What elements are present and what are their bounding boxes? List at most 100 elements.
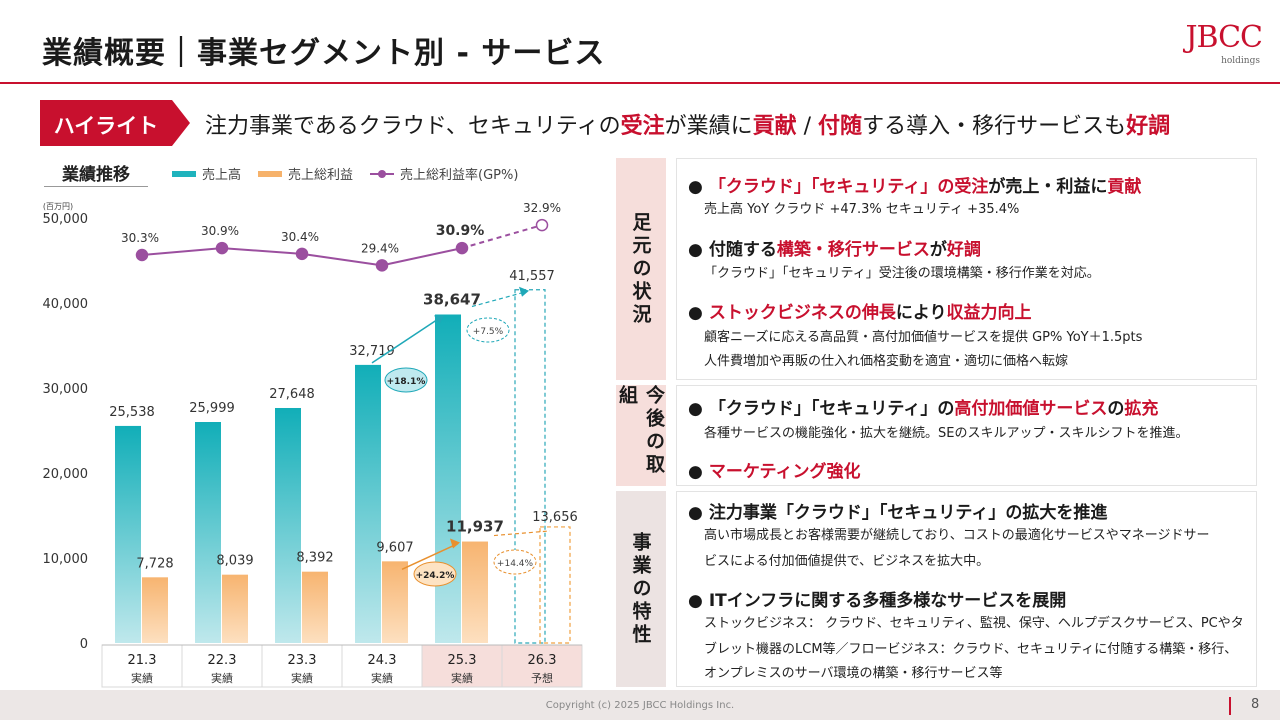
gp-rate-point bbox=[455, 241, 469, 255]
gross-forecast-badge bbox=[493, 549, 537, 575]
gross-bar bbox=[142, 577, 168, 643]
page-number: 8 bbox=[1251, 697, 1260, 712]
category-label: 23.3 bbox=[288, 653, 317, 668]
footer-bar bbox=[0, 690, 1280, 720]
title-divider bbox=[0, 82, 1280, 84]
sales-forecast-badge bbox=[466, 317, 510, 343]
sales-forecast-label: +7.5% bbox=[473, 327, 504, 337]
gross-value-label: 8,392 bbox=[296, 551, 333, 566]
highlight-message-part: する導入・移行サービスも bbox=[862, 114, 1127, 139]
category-label: 22.3 bbox=[208, 653, 237, 668]
y-tick-label: 20,000 bbox=[43, 467, 89, 482]
category-sublabel: 実績 bbox=[131, 671, 153, 685]
gross-growth-label: +24.2% bbox=[416, 571, 455, 581]
bullet-heading-future-part: 「クラウド」「セキュリティ」の bbox=[708, 399, 955, 419]
bullet-heading-future-part: の bbox=[1107, 399, 1125, 419]
sales-growth-badge bbox=[384, 367, 428, 393]
category-sublabel: 予想 bbox=[531, 671, 553, 685]
sales-value-label: 27,648 bbox=[269, 387, 315, 402]
logo-wordmark: JBCC bbox=[1185, 20, 1263, 55]
panel-label-future: 今後の取組 bbox=[616, 385, 666, 486]
legend-gross-swatch bbox=[258, 170, 282, 177]
highlight-message-part: / bbox=[796, 114, 819, 139]
bullet-text-current: 人件費増加や再販の仕入れ価格変動を適宜・適切に価格へ転嫁 bbox=[704, 354, 1069, 369]
chart-title: 業績推移 bbox=[62, 165, 130, 185]
gross-bar-forecast bbox=[539, 526, 571, 644]
gross-bar bbox=[222, 574, 248, 643]
legend-sales-label: 売上高 bbox=[202, 168, 242, 183]
company-logo: JBCC holdings bbox=[1180, 14, 1263, 72]
gp-rate-point bbox=[295, 247, 309, 261]
y-tick-label: 40,000 bbox=[43, 297, 89, 312]
gross-value-label: 9,607 bbox=[376, 540, 413, 555]
bullet-text-current: 売上高 YoY クラウド +47.3% セキュリティ +35.4% bbox=[704, 202, 1020, 217]
highlight-message-part: 貢献 bbox=[752, 114, 797, 139]
sales-bar bbox=[275, 407, 301, 643]
gp-rate-label: 30.4% bbox=[281, 230, 319, 244]
bullet-heading-future-part: マーケティング強化 bbox=[708, 462, 861, 482]
gp-rate-line bbox=[141, 247, 223, 256]
y-axis-unit: (百万円) bbox=[43, 202, 73, 211]
gross-growth-arrowhead bbox=[450, 538, 460, 549]
chart-title-underline bbox=[44, 186, 148, 187]
bullet-heading-future: ● マーケティング強化 bbox=[688, 457, 860, 482]
bullet-heading-future: ● 「クラウド」「セキュリティ」の高付加価値サービスの拡充 bbox=[688, 394, 1158, 419]
y-tick-label: 10,000 bbox=[43, 552, 89, 567]
sales-bar-forecast bbox=[514, 289, 546, 644]
panel-label-features: 事業の特性 bbox=[616, 491, 666, 687]
logo-subtext: holdings bbox=[1221, 56, 1260, 66]
highlight-message: 注力事業であるクラウド、セキュリティの受注が業績に貢献 / 付随する導入・移行サ… bbox=[205, 108, 1170, 140]
bullet-text-current: 顧客ニーズに応える高品質・高付加価値サービスを提供 GP% YoY＋1.5pts bbox=[704, 330, 1143, 345]
highlight-message-part: 好調 bbox=[1126, 114, 1171, 139]
bullet-dot-icon: ● bbox=[688, 462, 703, 482]
bullet-heading-current-part: 付随する bbox=[708, 240, 777, 260]
sales-forecast-arrow bbox=[471, 291, 527, 308]
gross-bar bbox=[382, 561, 408, 643]
y-tick-label: 50,000 bbox=[43, 212, 89, 227]
sales-value-label: 41,557 bbox=[509, 269, 555, 284]
bullet-heading-current-part: 構築・移行サービス bbox=[776, 240, 930, 260]
gross-value-label: 11,937 bbox=[446, 518, 504, 536]
legend-gp-rate-swatch bbox=[370, 169, 394, 178]
bullet-text-future: 各種サービスの機能強化・拡大を継続。SEのスキルアップ・スキルシフトを推進。 bbox=[704, 426, 1189, 441]
category-cell bbox=[501, 644, 583, 688]
bullet-text-features: ブレット機器のLCM等／フロービジネス：クラウド、セキュリティに付随する構築・移… bbox=[704, 642, 1238, 657]
legend-sales-swatch bbox=[172, 170, 196, 177]
gp-rate-label: 30.3% bbox=[121, 231, 159, 245]
legend-gp-rate-label: 売上総利益率(GP%) bbox=[400, 168, 519, 183]
bullet-heading-current-part: が bbox=[929, 240, 947, 260]
bullet-heading-current-part: ストックビジネスの伸長 bbox=[708, 303, 896, 323]
sales-forecast-arrowhead bbox=[519, 286, 529, 297]
gross-value-label: 13,656 bbox=[532, 510, 578, 525]
panel-current bbox=[676, 158, 1257, 380]
bullet-heading-future-part: 高付加価値サービス bbox=[954, 399, 1108, 419]
bullet-dot-icon: ● bbox=[688, 399, 703, 419]
category-cell bbox=[341, 644, 423, 688]
bullet-heading-current-part: 好調 bbox=[946, 240, 981, 260]
legend-gross: 売上総利益 bbox=[258, 164, 353, 183]
gp-rate-line bbox=[301, 252, 383, 267]
gross-bar bbox=[462, 541, 488, 643]
page-number-marker bbox=[1229, 697, 1231, 715]
highlight-message-part: が業績に bbox=[664, 114, 753, 139]
sales-growth-arrowhead bbox=[434, 315, 444, 324]
gp-rate-line bbox=[221, 247, 303, 255]
category-cell bbox=[261, 644, 343, 688]
bullet-heading-current-part: により bbox=[895, 303, 947, 323]
bullet-text-features: ビスによる付加価値提供で、ビジネスを拡大中。 bbox=[704, 554, 990, 569]
bullet-dot-icon: ● bbox=[688, 240, 703, 260]
sales-bar bbox=[195, 422, 221, 643]
panel-label-features-text: 事業の特性 bbox=[629, 531, 652, 647]
gp-rate-forecast-line bbox=[461, 224, 543, 250]
sales-growth-label: +18.1% bbox=[387, 377, 426, 387]
sales-bar bbox=[355, 364, 381, 643]
bullet-heading-current-part: 「クラウド」「セキュリティ」の受注 bbox=[708, 177, 989, 197]
gross-bar bbox=[302, 571, 328, 643]
gp-rate-point-forecast bbox=[535, 218, 549, 232]
bullet-heading-current-part: 収益力向上 bbox=[946, 303, 1032, 323]
legend-sales: 売上高 bbox=[172, 164, 241, 183]
gross-forecast-label: +14.4% bbox=[497, 559, 534, 569]
y-tick-label: 30,000 bbox=[43, 382, 89, 397]
gp-rate-label: 32.9% bbox=[523, 201, 561, 215]
bullet-heading-current: ● 付随する構築・移行サービスが好調 bbox=[688, 235, 981, 260]
